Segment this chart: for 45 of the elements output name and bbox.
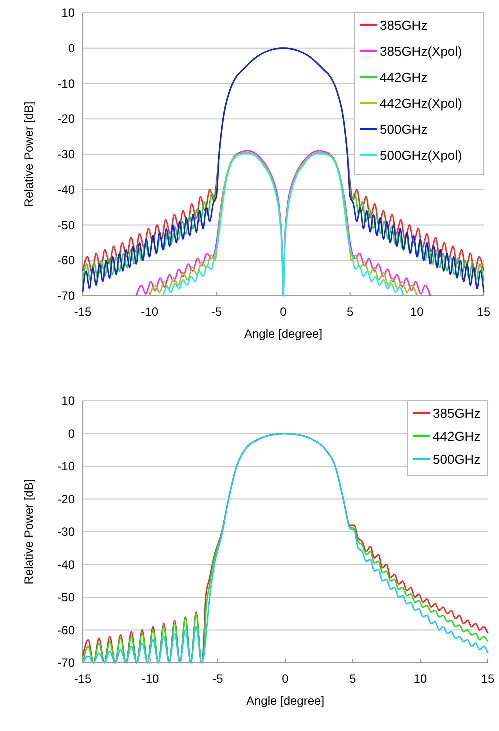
y-axis-title: Relative Power [dB]: [22, 479, 36, 585]
x-tick-label: 15: [477, 305, 491, 319]
x-tick-label: -10: [141, 305, 159, 319]
legend-label: 500GHz(Xpol): [380, 148, 462, 163]
x-tick-label: -15: [74, 672, 92, 686]
x-tick-label: 0: [282, 672, 290, 686]
legend-label: 442GHz: [433, 429, 481, 444]
y-axis-title: Relative Power [dB]: [22, 102, 36, 208]
y-tick-label: -20: [58, 492, 76, 506]
y-tick-label: -30: [58, 525, 76, 539]
x-tick-label: -5: [212, 672, 224, 686]
y-tick-label: 0: [68, 426, 76, 441]
y-tick-label: -30: [58, 148, 76, 162]
x-tick-label: 5: [346, 305, 354, 319]
legend-label: 385GHz(Xpol): [380, 44, 462, 59]
x-tick-label: -5: [211, 305, 222, 319]
y-tick-label: -50: [58, 218, 76, 232]
y-tick-label: -60: [58, 623, 76, 638]
y-tick-label: -70: [58, 656, 76, 670]
y-tick-label: -60: [58, 254, 76, 268]
y-tick-label: 0: [68, 41, 76, 56]
legend-label: 500GHz: [433, 452, 481, 467]
x-axis-title: Angle [degree]: [244, 327, 323, 341]
legend-label: 442GHz(Xpol): [380, 96, 462, 111]
y-tick-label: -10: [58, 76, 76, 91]
x-tick-label: 0: [280, 305, 288, 319]
legend-label: 385GHz: [380, 18, 428, 33]
legend-label: 385GHz: [433, 406, 481, 421]
y-tick-label: 10: [62, 394, 76, 408]
y-tick-label: 10: [62, 6, 76, 20]
y-tick-label: -10: [58, 460, 76, 474]
y-tick-label: -70: [58, 289, 76, 303]
legend-label: 500GHz: [380, 122, 428, 137]
y-tick-label: -40: [58, 182, 76, 197]
x-tick-label: -15: [74, 305, 92, 319]
x-tick-label: 10: [414, 672, 428, 686]
legend-label: 442GHz: [380, 70, 428, 85]
x-axis-title: Angle [degree]: [246, 694, 325, 708]
x-tick-label: 15: [481, 672, 495, 686]
x-tick-label: 10: [410, 305, 424, 319]
y-tick-label: -50: [58, 590, 76, 604]
y-tick-label: -40: [58, 558, 76, 572]
x-tick-label: 5: [350, 672, 357, 686]
y-tick-label: -20: [58, 112, 76, 126]
x-tick-label: -10: [142, 672, 160, 686]
